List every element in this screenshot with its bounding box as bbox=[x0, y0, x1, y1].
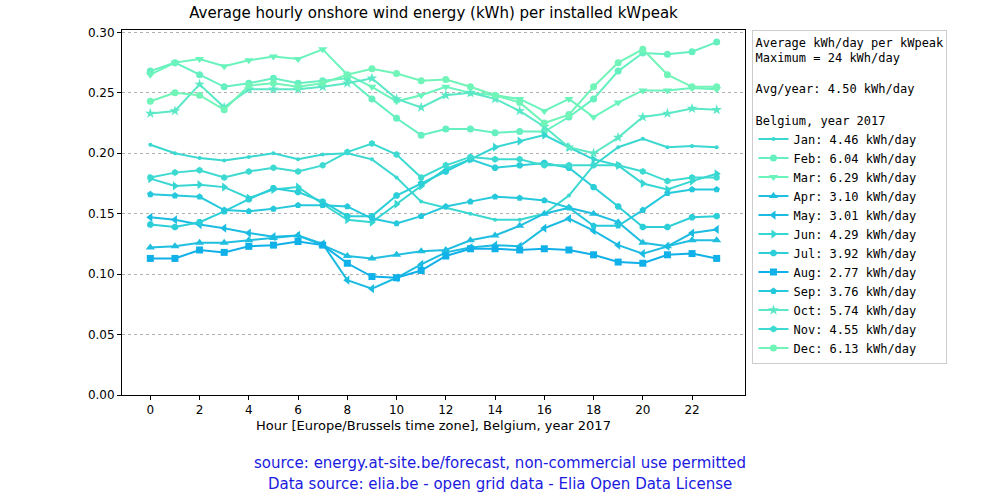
svg-text:0.05: 0.05 bbox=[88, 328, 115, 342]
svg-text:Average hourly onshore wind en: Average hourly onshore wind energy (kWh)… bbox=[189, 4, 678, 22]
svg-text:8: 8 bbox=[343, 403, 351, 417]
svg-text:Feb: 6.04 kWh/day: Feb: 6.04 kWh/day bbox=[793, 152, 916, 166]
svg-text:Dec: 6.13 kWh/day: Dec: 6.13 kWh/day bbox=[793, 342, 916, 356]
svg-text:14: 14 bbox=[487, 403, 502, 417]
svg-text:source: energy.at-site.be/fore: source: energy.at-site.be/forecast, non-… bbox=[254, 454, 746, 472]
svg-text:18: 18 bbox=[586, 403, 601, 417]
svg-text:22: 22 bbox=[684, 403, 699, 417]
svg-text:May: 3.01 kWh/day: May: 3.01 kWh/day bbox=[793, 209, 916, 223]
svg-text:Hour [Europe/Brussels time zon: Hour [Europe/Brussels time zone], Belgiu… bbox=[256, 418, 611, 433]
svg-text:0.20: 0.20 bbox=[88, 146, 115, 160]
svg-text:Average kWh/day per kWpeakMaxi: Average kWh/day per kWpeakMaximum = 24 k… bbox=[755, 36, 944, 128]
svg-text:0.00: 0.00 bbox=[88, 388, 115, 402]
svg-text:0.10: 0.10 bbox=[88, 267, 115, 281]
svg-text:Jun: 4.29 kWh/day: Jun: 4.29 kWh/day bbox=[793, 228, 916, 242]
svg-text:Mar: 6.29 kWh/day: Mar: 6.29 kWh/day bbox=[793, 171, 916, 185]
svg-text:Jan: 4.46 kWh/day: Jan: 4.46 kWh/day bbox=[793, 133, 916, 147]
svg-text:Nov: 4.55 kWh/day: Nov: 4.55 kWh/day bbox=[793, 323, 916, 337]
svg-text:0: 0 bbox=[146, 403, 154, 417]
svg-text:Data source: elia.be - open gr: Data source: elia.be - open grid data - … bbox=[268, 475, 732, 493]
svg-text:0.30: 0.30 bbox=[88, 26, 115, 40]
svg-text:Oct: 5.74 kWh/day: Oct: 5.74 kWh/day bbox=[793, 304, 916, 318]
svg-text:10: 10 bbox=[389, 403, 404, 417]
svg-text:12: 12 bbox=[438, 403, 453, 417]
svg-text:Aug: 2.77 kWh/day: Aug: 2.77 kWh/day bbox=[793, 266, 916, 280]
svg-text:Apr: 3.10 kWh/day: Apr: 3.10 kWh/day bbox=[793, 190, 916, 204]
svg-text:4: 4 bbox=[245, 403, 253, 417]
svg-text:20: 20 bbox=[635, 403, 650, 417]
svg-text:6: 6 bbox=[294, 403, 302, 417]
svg-text:0.15: 0.15 bbox=[88, 207, 115, 221]
svg-text:2: 2 bbox=[196, 403, 204, 417]
svg-text:Jul: 3.92 kWh/day: Jul: 3.92 kWh/day bbox=[793, 247, 916, 261]
svg-text:Sep: 3.76 kWh/day: Sep: 3.76 kWh/day bbox=[793, 285, 916, 299]
svg-text:0.25: 0.25 bbox=[88, 86, 115, 100]
svg-text:16: 16 bbox=[537, 403, 552, 417]
